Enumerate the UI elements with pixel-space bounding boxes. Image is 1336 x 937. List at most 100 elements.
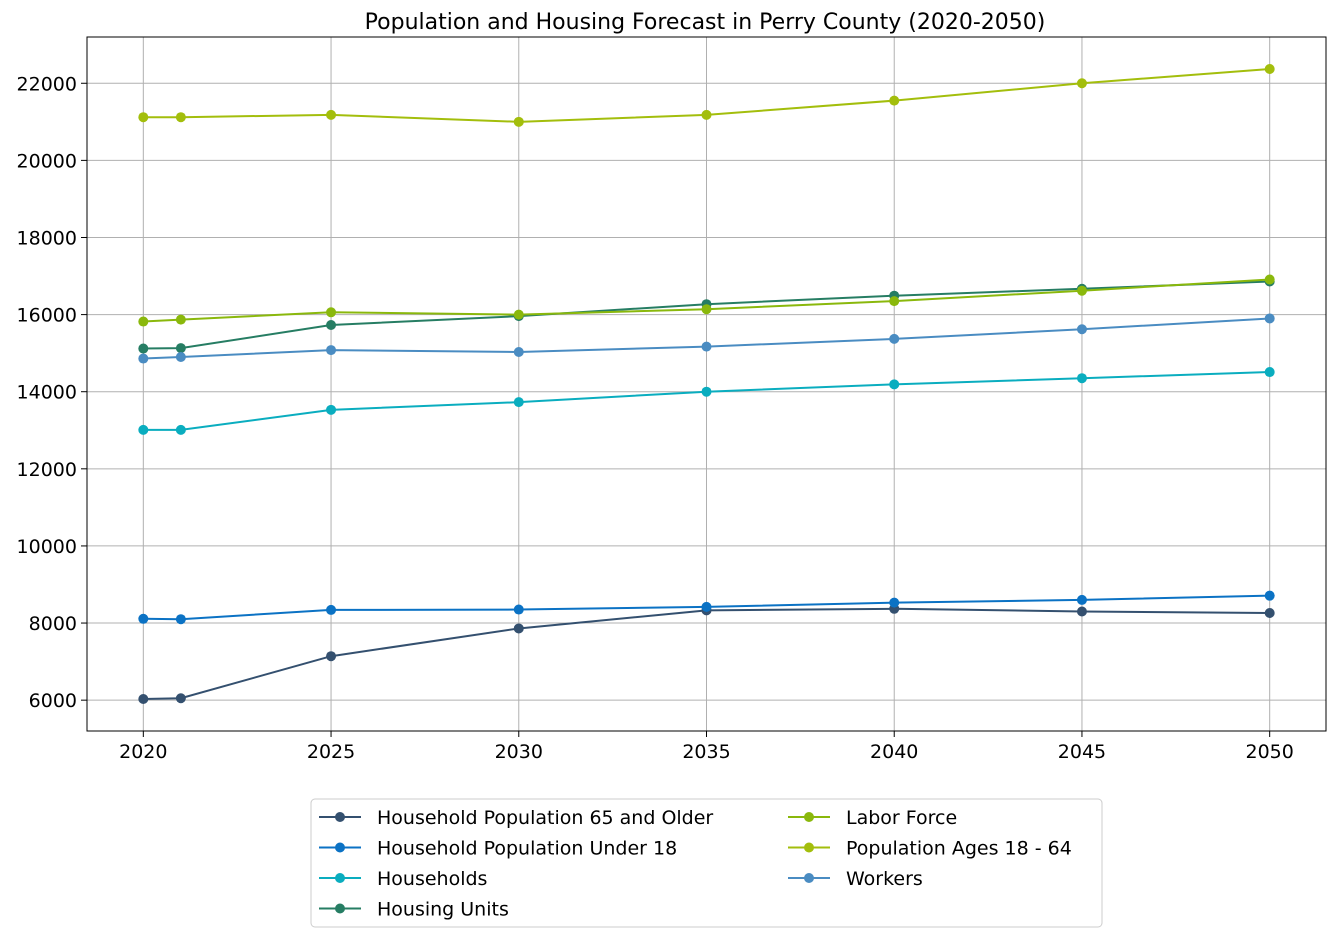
data-point [138,693,149,704]
y-tick-label: 10000 [17,536,77,558]
legend-swatch-marker [335,812,345,822]
data-point [1264,367,1275,378]
series-1 [138,590,1275,625]
data-point [175,343,186,354]
data-point [138,613,149,624]
data-point [326,345,337,356]
data-point [889,333,900,344]
data-point [326,651,337,662]
legend-item: Population Ages 18 - 64 [788,838,1072,860]
data-point [1264,608,1275,619]
data-point [513,346,524,357]
legend-label: Household Population 65 and Older [377,807,713,829]
data-point [1076,594,1087,605]
series-line [143,278,1270,323]
data-point [513,309,524,320]
chart-title: Population and Housing Forecast in Perry… [365,10,1046,35]
x-tick-label: 2040 [870,741,918,763]
data-point [326,109,337,120]
data-point [701,304,712,315]
data-point [1264,313,1275,324]
y-tick-label: 18000 [17,227,77,249]
series-4 [138,274,1275,327]
data-point [138,316,149,327]
legend-item: Households [319,868,487,890]
x-tick-label: 2050 [1246,741,1294,763]
x-tick-label: 2025 [307,741,355,763]
y-tick-label: 16000 [17,305,77,327]
data-point [326,320,337,331]
legend: Household Population 65 and Older Househo… [310,798,1103,928]
series-2 [138,367,1275,435]
data-point [175,112,186,123]
series-line [143,68,1270,123]
y-tick-label: 6000 [29,690,77,712]
legend-label: Workers [846,868,923,890]
x-tick-label: 2020 [119,741,167,763]
data-point [1076,285,1087,296]
data-point [138,112,149,123]
data-point [326,404,337,415]
series-line [143,371,1270,431]
data-point [138,343,149,354]
data-point [175,614,186,625]
data-point [701,109,712,120]
legend-swatch-marker [335,873,345,883]
data-point [1076,373,1087,384]
x-tick-label: 2030 [495,741,543,763]
legend-swatch-marker [804,812,814,822]
legend-label: Housing Units [377,899,509,921]
data-point [1076,606,1087,617]
data-point [889,379,900,390]
legend-swatch-marker [804,873,814,883]
data-point [175,693,186,704]
data-point [513,116,524,127]
legend-label: Household Population Under 18 [377,838,677,860]
series-line [143,317,1270,360]
legend-item: Household Population Under 18 [319,838,677,860]
legend-item: Workers [788,868,923,890]
x-tick-label: 2045 [1058,741,1106,763]
data-point [175,314,186,325]
legend-label: Households [377,868,487,890]
data-point [889,95,900,106]
series-lines [138,64,1275,704]
y-tick-label: 8000 [29,613,77,635]
legend-box [310,798,1103,928]
data-point [701,341,712,352]
series-6 [138,313,1275,364]
data-point [138,353,149,364]
data-point [1264,274,1275,285]
series-5 [138,64,1275,127]
data-point [1076,78,1087,89]
y-tick-label: 12000 [17,459,77,481]
data-point [1264,64,1275,75]
legend-item: Labor Force [788,807,957,829]
legend-item: Household Population 65 and Older [319,807,713,829]
series-line [143,280,1270,350]
data-point [889,597,900,608]
data-point [513,623,524,634]
grid-lines [87,37,1326,731]
axis-ticks: 2020 2025 2030 2035 2040 2045 2050 6000 8000 1000… [17,73,1294,763]
data-point [1076,324,1087,335]
data-point [513,604,524,615]
legend-label: Labor Force [846,807,957,829]
y-tick-label: 14000 [17,382,77,404]
legend-swatch-marker [335,903,345,914]
legend-item: Housing Units [319,899,509,921]
legend-swatch-marker [335,842,345,853]
data-point [889,296,900,307]
data-point [175,352,186,363]
x-tick-label: 2035 [682,741,730,763]
series-line [143,594,1270,621]
data-point [326,604,337,615]
data-point [175,424,186,435]
data-point [138,424,149,435]
y-tick-label: 22000 [17,73,77,95]
data-point [513,397,524,408]
data-point [701,386,712,397]
y-tick-label: 20000 [17,150,77,172]
